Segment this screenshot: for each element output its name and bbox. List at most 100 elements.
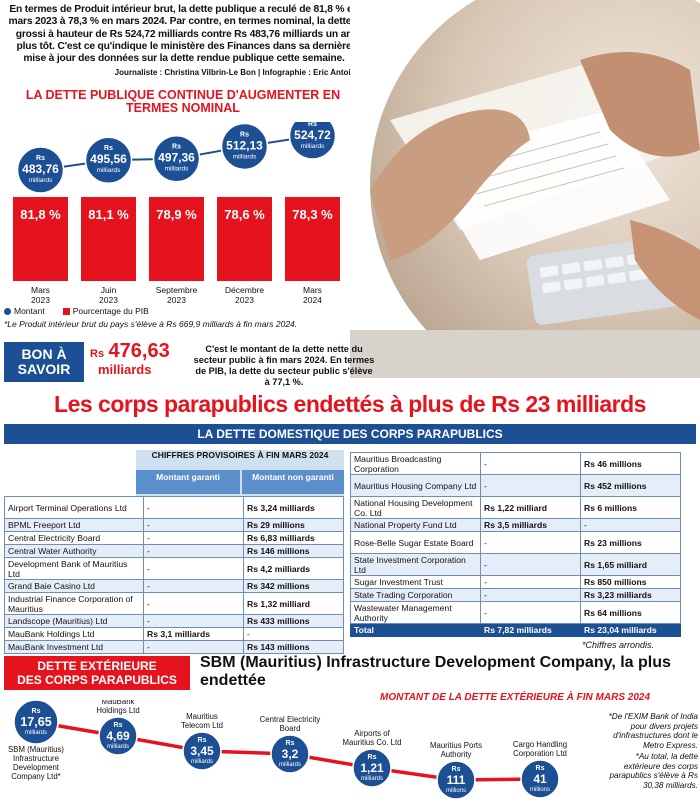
garanti-cell: - (143, 531, 244, 545)
org-name-cell: National Property Fund Ltd (350, 518, 481, 532)
org-name-cell: MauBank Investment Ltd (4, 640, 144, 654)
credit-line: Journaliste : Christina Vilbrin-Le Bon |… (114, 68, 360, 77)
legend-pib-label: Pourcentage du PIB (72, 306, 149, 316)
garanti-cell: - (143, 518, 244, 532)
debt-chart-title: LA DETTE PUBLIQUE CONTINUE D'AUGMENTER E… (25, 88, 341, 115)
external-value-label: 17,65 (20, 715, 51, 729)
table-row: State Investment Corporation Ltd - Rs 1,65… (350, 553, 681, 576)
external-unit-label: milliards (25, 730, 47, 736)
pib-label: 78,6 % (224, 207, 265, 222)
table-row: State Trading Corporation - Rs 3,23 millia… (350, 588, 681, 602)
external-prefix: Rs (114, 722, 123, 729)
external-category-label: SBM (Mauritius) (8, 745, 64, 754)
external-prefix: Rs (536, 765, 545, 772)
table-row: Sugar Investment Trust - Rs 850 millions (350, 575, 681, 589)
external-value-label: 4,69 (106, 729, 130, 743)
table-row: MauBank Investment Ltd - Rs 143 millions (4, 640, 344, 654)
non-garanti-cell: Rs 29 millions (243, 518, 344, 532)
external-value-label: 3,45 (190, 744, 214, 758)
pib-bar (285, 197, 340, 281)
external-point (520, 759, 560, 799)
category-label: Juin (101, 285, 117, 295)
legend-montant: Montant (4, 306, 45, 316)
montant-prefix: Rs (308, 122, 317, 128)
external-point (182, 731, 222, 771)
montant-prefix: Rs (240, 131, 249, 138)
non-garanti-cell: Rs 143 millions (243, 640, 344, 654)
total-row: Total Rs 7,82 milliards Rs 23,04 milliards (350, 623, 681, 637)
bon-a-savoir-badge: BON À SAVOIR (4, 342, 84, 382)
table-header: CHIFFRES PROVISOIRES À FIN MARS 2024 Mon… (136, 450, 344, 496)
pib-bar (13, 197, 68, 281)
external-category-label: Authority (441, 750, 472, 759)
org-name-cell: Mauritius Broadcasting Corporation (350, 452, 481, 475)
domestic-debt-title: LA DETTE DOMESTIQUE DES CORPS PARAPUBLIC… (4, 424, 696, 444)
montant-unit: milliards (301, 143, 326, 150)
external-unit-label: milliards (279, 762, 301, 768)
main-headline: Les corps parapublics endettés à plus de… (54, 391, 646, 417)
table-row: Airport Terminal Operations Ltd - Rs 3,24 … (4, 496, 344, 519)
external-category-label: Telecom Ltd (181, 721, 223, 730)
bon-a-savoir-text: C'est le montant de la dette nette du se… (193, 344, 375, 387)
external-box-line2: DES CORPS PARAPUBLICS (17, 673, 177, 687)
non-garanti-cell: Rs 6 millions (580, 496, 681, 519)
non-garanti-cell: Rs 146 millions (243, 544, 344, 558)
non-garanti-cell: Rs 6,83 milliards (243, 531, 344, 545)
domestic-table-left: Airport Terminal Operations Ltd - Rs 3,24 … (4, 496, 344, 654)
legend-montant-label: Montant (14, 306, 45, 316)
external-point (352, 748, 392, 788)
external-category-label: Mauritius Ports (430, 741, 482, 750)
pib-bar (81, 197, 136, 281)
table-row: Mauritius Broadcasting Corporation - Rs 46… (350, 452, 681, 475)
montant-point (288, 122, 337, 160)
table-row: Mauritius Housing Company Ltd - Rs 452 mil… (350, 474, 681, 497)
table-row: Central Electricity Board - Rs 6,83 millia… (4, 531, 344, 545)
montant-label: 495,56 (90, 152, 127, 166)
table-row: Rose-Belle Sugar Estate Board - Rs 23 mill… (350, 531, 681, 554)
external-point (13, 700, 59, 745)
external-prefix: Rs (286, 740, 295, 747)
non-garanti-cell: Rs 850 millions (580, 575, 681, 589)
table-row: National Housing Development Co. Ltd Rs 1… (350, 496, 681, 519)
category-label: 2023 (31, 295, 50, 305)
table-row: Industrial Finance Corporation of Maurit… (4, 592, 344, 615)
garanti-cell: - (143, 579, 244, 593)
external-box-line1: DETTE EXTÉRIEURE (37, 659, 157, 673)
bon-label-2: SAVOIR (17, 361, 71, 377)
calculator-photo (350, 0, 700, 378)
total-label-cell: Total (350, 623, 481, 637)
pib-label: 81,8 % (20, 207, 61, 222)
external-category-label: Central Electricity (260, 715, 321, 724)
org-name-cell: Airport Terminal Operations Ltd (4, 496, 144, 519)
org-name-cell: State Trading Corporation (350, 588, 481, 602)
external-point (270, 734, 310, 774)
garanti-cell: - (143, 544, 244, 558)
external-category-label: Airports of (354, 729, 390, 738)
external-value-label: 3,2 (282, 747, 299, 761)
external-category-label: Company Ltd* (11, 772, 60, 781)
org-name-cell: Grand Baie Casino Ltd (4, 579, 144, 593)
garanti-cell: - (143, 592, 244, 615)
table-row: National Property Fund Ltd Rs 3,5 milliar… (350, 518, 681, 532)
org-name-cell: Central Electricity Board (4, 531, 144, 545)
garanti-cell: Rs 3,1 milliards (143, 627, 244, 641)
total-external-note: *Au total, la dette extérieure des corps… (609, 752, 699, 790)
intro-paragraph: En termes de Produit intérieur brut, la … (8, 4, 360, 65)
garanti-cell: - (480, 452, 581, 475)
org-name-cell: Landscope (Mauritius) Ltd (4, 614, 144, 628)
category-label: 2023 (99, 295, 118, 305)
garanti-cell: - (143, 557, 244, 580)
category-label: Mars (31, 285, 50, 295)
org-name-cell: Wastewater Management Authority (350, 601, 481, 624)
org-name-cell: BPML Freeport Ltd (4, 518, 144, 532)
montant-point (16, 146, 65, 194)
external-category-label: Infrastructure (13, 754, 59, 763)
pib-label: 78,3 % (292, 207, 333, 222)
org-name-cell: Sugar Investment Trust (350, 575, 481, 589)
external-category-label: Mauritius Co. Ltd (343, 738, 402, 747)
non-garanti-cell: - (243, 627, 344, 641)
header-garanti: Montant garanti (136, 470, 240, 494)
garanti-cell: - (143, 496, 244, 519)
external-unit-label: milliards (191, 759, 213, 765)
